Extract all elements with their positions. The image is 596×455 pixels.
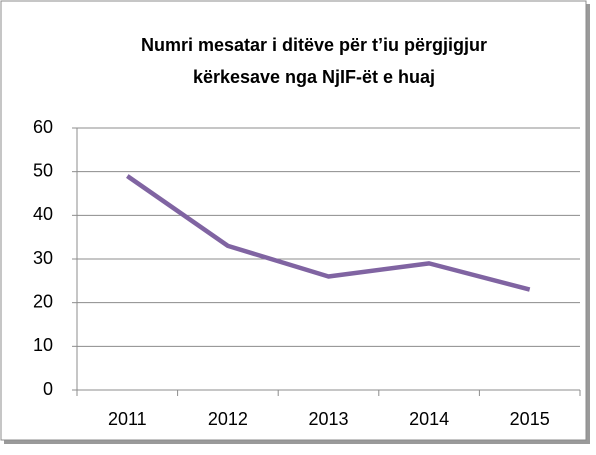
x-tick-label: 2013 <box>308 409 348 429</box>
y-tick-label: 20 <box>33 291 53 311</box>
y-tick-label: 30 <box>33 248 53 268</box>
data-line <box>126 174 531 292</box>
y-tick-label: 40 <box>33 204 53 224</box>
x-tick-label: 2015 <box>510 409 550 429</box>
y-tick-label: 0 <box>43 379 53 399</box>
frame <box>0 0 587 441</box>
x-tick-label: 2011 <box>108 409 147 429</box>
y-tick-label: 10 <box>33 335 53 355</box>
chart-title: kërkesave nga NjIF-ët e huaj <box>193 67 435 87</box>
chart-title: Numri mesatar i ditëve për t’iu përgjigj… <box>141 35 487 55</box>
y-tick-label: 50 <box>33 160 53 180</box>
x-tick-label: 2014 <box>409 409 449 429</box>
y-tick-label: 60 <box>33 117 53 137</box>
x-tick-label: 2012 <box>208 409 248 429</box>
